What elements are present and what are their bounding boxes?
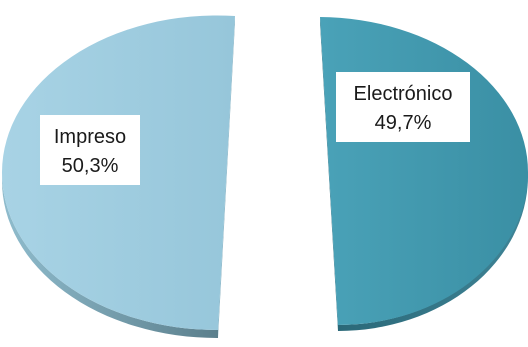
data-label-impreso-value: 50,3% <box>62 155 119 177</box>
data-label-electronico-box <box>336 72 470 142</box>
slice-impreso-side-inner <box>218 16 235 338</box>
slice-electronico-top <box>320 17 528 326</box>
data-label-electronico-value: 49,7% <box>375 112 432 134</box>
data-label-impreso-box <box>40 115 140 185</box>
slice-electronico-side-inner <box>320 17 338 331</box>
slice-electronico <box>320 17 528 331</box>
data-label-impreso-name: Impreso <box>54 126 126 148</box>
data-label-electronico: Electrónico 49,7% <box>336 72 470 142</box>
data-label-electronico-name: Electrónico <box>354 83 453 105</box>
data-label-impreso: Impreso 50,3% <box>40 115 140 185</box>
